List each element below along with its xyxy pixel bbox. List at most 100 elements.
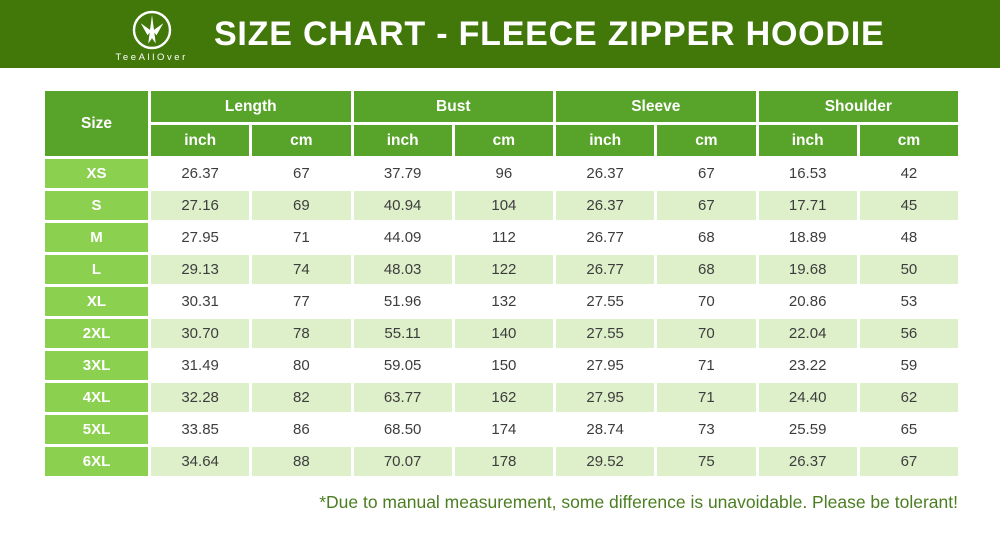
measurement-cell: 26.37 [553,188,658,223]
size-cell: 4XL [42,380,151,415]
measurement-cell: 34.64 [147,444,253,479]
size-cell: 3XL [42,348,151,383]
measurement-cell: 18.89 [755,220,860,255]
measurement-cell: 69 [249,188,354,223]
size-chart-table: Size Length Bust Sleeve Shoulder inch cm… [42,88,962,479]
measurement-cell: 51.96 [350,284,455,319]
measurement-cell: 40.94 [350,188,455,223]
size-cell: 5XL [42,412,151,447]
measurement-cell: 24.40 [755,380,860,415]
header-bar: TeeAllOver SIZE CHART - FLEECE ZIPPER HO… [0,0,1000,68]
measurement-cell: 68 [654,220,759,255]
measurement-cell: 68.50 [350,412,455,447]
unit-header: cm [654,122,759,159]
measurement-cell: 71 [654,380,759,415]
table-row: 3XL 31.49 80 59.05 150 27.95 71 23.22 59 [42,348,962,383]
measurement-cell: 62 [856,380,962,415]
table-body: XS 26.37 67 37.79 96 26.37 67 16.53 42 S 27.16 69 40… [42,156,962,479]
unit-header: cm [451,122,557,159]
table-row: XL 30.31 77 51.96 132 27.55 70 20.86 53 [42,284,962,319]
table-row: XS 26.37 67 37.79 96 26.37 67 16.53 42 [42,156,962,191]
group-header-shoulder: Shoulder [755,88,962,125]
size-cell: XS [42,156,151,191]
measurement-cell: 77 [249,284,354,319]
measurement-cell: 70.07 [350,444,455,479]
measurement-cell: 32.28 [147,380,253,415]
unit-header-row: inch cm inch cm inch cm inch cm [44,122,962,159]
table-header: Size Length Bust Sleeve Shoulder inch cm… [42,88,962,159]
measurement-cell: 26.37 [553,156,658,191]
measurement-cell: 27.55 [553,284,658,319]
measurement-cell: 26.37 [147,156,253,191]
measurement-cell: 162 [451,380,557,415]
measurement-cell: 71 [654,348,759,383]
measurement-cell: 65 [856,412,962,447]
measurement-cell: 78 [249,316,354,351]
measurement-cell: 150 [451,348,557,383]
measurement-cell: 27.95 [147,220,253,255]
measurement-cell: 42 [856,156,962,191]
measurement-cell: 75 [654,444,759,479]
measurement-cell: 122 [451,252,557,287]
table-row: M 27.95 71 44.09 112 26.77 68 18.89 48 [42,220,962,255]
table-row: 5XL 33.85 86 68.50 174 28.74 73 25.59 65 [42,412,962,447]
measurement-cell: 44.09 [350,220,455,255]
unit-header: inch [553,122,658,159]
table-row: L 29.13 74 48.03 122 26.77 68 19.68 50 [42,252,962,287]
unit-header: cm [856,122,962,159]
measurement-cell: 48 [856,220,962,255]
brand-name: TeeAllOver [115,51,188,63]
measurement-cell: 112 [451,220,557,255]
measurement-cell: 67 [654,188,759,223]
unit-header: inch [147,122,253,159]
measurement-cell: 27.55 [553,316,658,351]
measurement-cell: 73 [654,412,759,447]
group-header-row: Size Length Bust Sleeve Shoulder [42,88,962,159]
measurement-cell: 20.86 [755,284,860,319]
tree-logo-icon [132,10,171,49]
group-header-sleeve: Sleeve [553,88,759,125]
measurement-cell: 174 [451,412,557,447]
measurement-cell: 80 [249,348,354,383]
table-row: 2XL 30.70 78 55.11 140 27.55 70 22.04 56 [42,316,962,351]
table-row: S 27.16 69 40.94 104 26.37 67 17.71 45 [42,188,962,223]
measurement-cell: 17.71 [755,188,860,223]
unit-header: cm [249,122,354,159]
measurement-cell: 71 [249,220,354,255]
measurement-cell: 104 [451,188,557,223]
measurement-note: *Due to manual measurement, some differe… [319,492,958,512]
measurement-cell: 26.37 [755,444,860,479]
measurement-cell: 50 [856,252,962,287]
group-header-length: Length [148,88,354,125]
unit-header: inch [755,122,860,159]
group-header-bust: Bust [350,88,557,125]
measurement-cell: 27.95 [553,380,658,415]
measurement-cell: 26.77 [553,220,658,255]
measurement-cell: 23.22 [755,348,860,383]
table-row: 6XL 34.64 88 70.07 178 29.52 75 26.37 67 [42,444,962,479]
unit-header: inch [350,122,455,159]
table-row: 4XL 32.28 82 63.77 162 27.95 71 24.40 62 [42,380,962,415]
measurement-cell: 30.31 [147,284,253,319]
size-cell: L [42,252,151,287]
measurement-cell: 26.77 [553,252,658,287]
measurement-cell: 55.11 [350,316,455,351]
measurement-cell: 96 [451,156,557,191]
measurement-cell: 59.05 [350,348,455,383]
measurement-cell: 74 [249,252,354,287]
measurement-cell: 67 [249,156,354,191]
measurement-cell: 70 [654,284,759,319]
measurement-cell: 29.13 [147,252,253,287]
measurement-cell: 132 [451,284,557,319]
measurement-cell: 31.49 [147,348,253,383]
measurement-cell: 178 [451,444,557,479]
measurement-cell: 70 [654,316,759,351]
measurement-cell: 22.04 [755,316,860,351]
size-cell: S [42,188,151,223]
measurement-cell: 30.70 [147,316,253,351]
measurement-cell: 59 [856,348,962,383]
measurement-cell: 63.77 [350,380,455,415]
measurement-cell: 45 [856,188,962,223]
measurement-cell: 28.74 [553,412,658,447]
measurement-cell: 37.79 [350,156,455,191]
